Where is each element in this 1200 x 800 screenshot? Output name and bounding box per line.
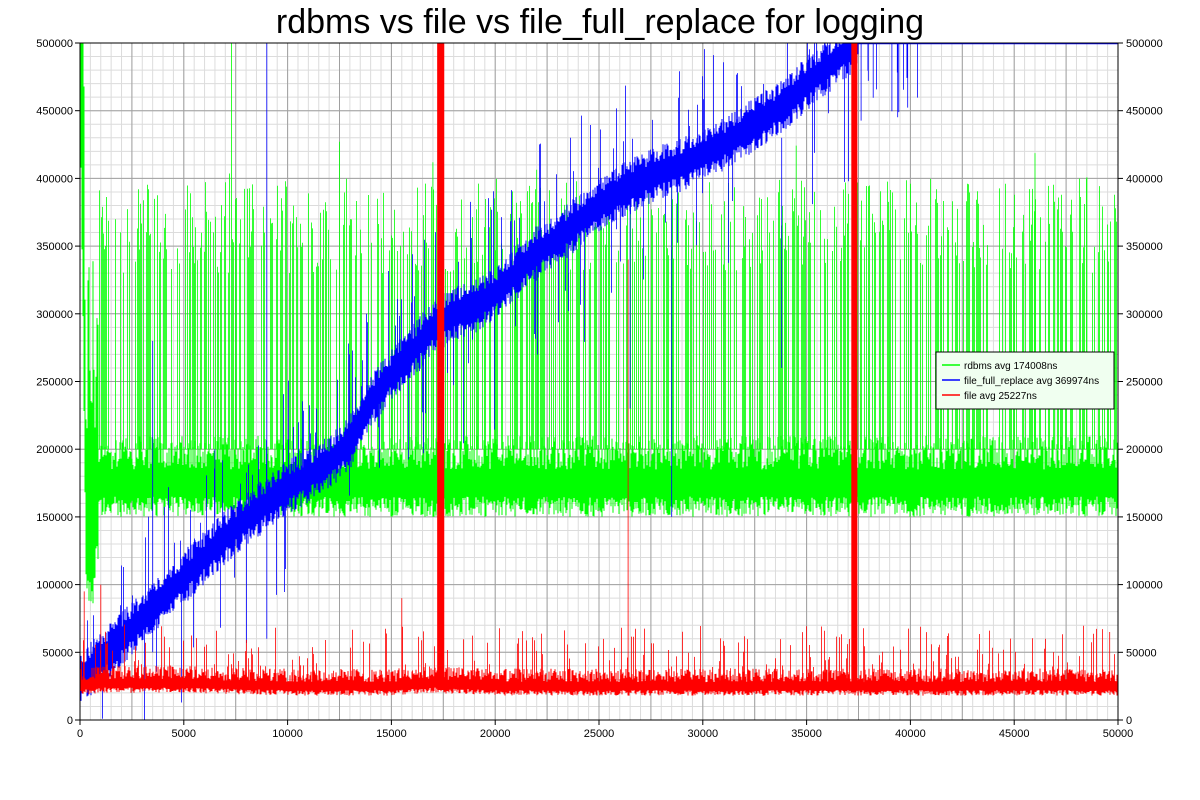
legend-label-file: file avg 25227ns [964,391,1037,402]
y-tick-label-left: 500000 [36,38,73,50]
x-tick-label: 20000 [480,728,511,740]
file-full-replace-band [80,43,859,705]
file-full-replace-dips [860,43,918,121]
x-tick-label: 0 [77,728,83,740]
file-full-replace-spikes [87,43,858,720]
file-full-spike-2 [851,43,856,690]
file-full-spike-0 [437,43,442,690]
x-tick-label: 25000 [584,728,615,740]
y-tick-label-right: 400000 [1126,173,1163,185]
y-tick-label-right: 50000 [1126,647,1157,659]
y-tick-label-left: 450000 [36,106,73,118]
y-tick-label-left: 250000 [36,377,73,389]
x-tick-label: 50000 [1103,728,1134,740]
series-file [80,43,1118,696]
y-tick-label-left: 100000 [36,580,73,592]
y-tick-label-left: 150000 [36,512,73,524]
y-tick-label-right: 350000 [1126,241,1163,253]
y-tick-label-right: 0 [1126,715,1132,727]
y-tick-label-left: 300000 [36,309,73,321]
y-tick-label-left: 0 [67,715,73,727]
y-tick-label-left: 50000 [42,647,73,659]
x-tick-label: 45000 [999,728,1030,740]
y-tick-label-right: 250000 [1126,377,1163,389]
y-tick-label-left: 400000 [36,173,73,185]
y-tick-label-right: 450000 [1126,106,1163,118]
y-tick-label-right: 500000 [1126,38,1163,50]
y-tick-label-right: 200000 [1126,444,1163,456]
legend-label-file_full_replace: file_full_replace avg 369974ns [964,376,1099,387]
x-tick-label: 30000 [688,728,719,740]
series-layer [80,43,1118,720]
legend-label-rdbms: rdbms avg 174008ns [964,361,1057,372]
y-tick-label-left: 200000 [36,444,73,456]
file-band [80,666,1118,696]
file-spikes [81,259,1115,687]
x-tick-label: 35000 [791,728,822,740]
chart-title: rdbms vs file vs file_full_replace for l… [275,3,925,41]
series-file-full-replace [80,43,1118,720]
y-tick-label-right: 300000 [1126,309,1163,321]
file-full-spike-1 [440,43,445,690]
legend: rdbms avg 174008ns file_full_replace avg … [935,351,1115,410]
series-rdbms [80,43,1118,604]
y-tick-label-left: 350000 [36,241,73,253]
x-tick-label: 10000 [272,728,303,740]
y-tick-label-right: 150000 [1126,512,1163,524]
legend-box [935,351,1115,410]
x-tick-label: 15000 [376,728,407,740]
file-full-spike-3 [853,43,858,690]
axes: 0 5000 10000 15000 20000 25000 30000 35000 40000… [36,38,1162,740]
y-tick-label-right: 100000 [1126,580,1163,592]
x-tick-label: 5000 [172,728,196,740]
x-tick-label: 40000 [895,728,926,740]
